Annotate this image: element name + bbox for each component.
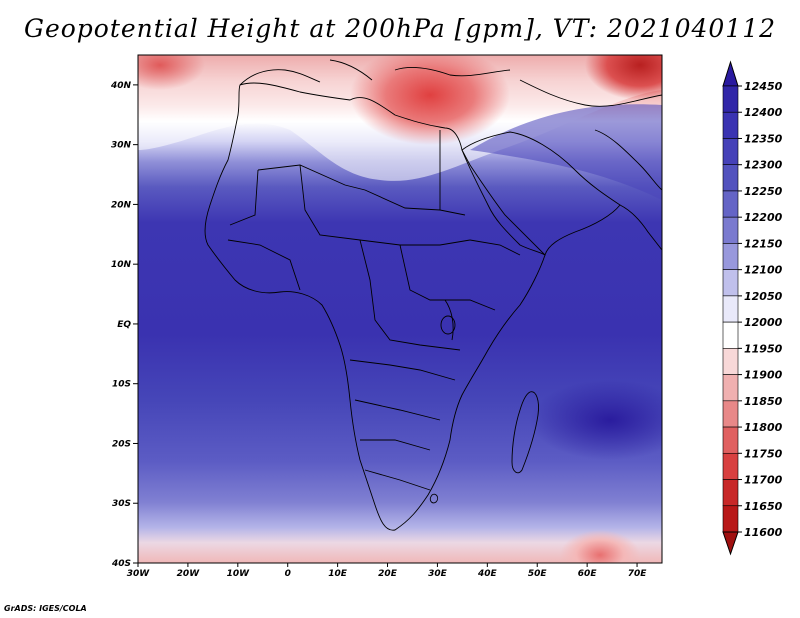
colorbar-label: 12100 bbox=[744, 264, 783, 277]
colorbar-label: 12450 bbox=[744, 80, 783, 93]
colorbar-label: 11600 bbox=[744, 526, 783, 539]
latitude-axis: 40N 30N 20N 10N EQ 10S 20S 30S 40S bbox=[110, 81, 138, 569]
colorbar-swatch bbox=[722, 138, 739, 166]
colorbar-label: 12150 bbox=[744, 237, 783, 250]
height-field bbox=[138, 55, 662, 563]
lat-tick-label: 40N bbox=[110, 81, 132, 91]
colorbar-label: 12200 bbox=[744, 211, 783, 224]
map-title: Geopotential Height at 200hPa [gpm], VT:… bbox=[23, 14, 777, 43]
lon-tick-label: 0 bbox=[285, 569, 291, 579]
colorbar-label: 12250 bbox=[744, 185, 783, 198]
colorbar-bottom-arrow bbox=[722, 531, 739, 556]
colorbar-label: 11750 bbox=[744, 447, 783, 460]
colorbar-label: 11650 bbox=[744, 500, 783, 513]
colorbar-swatch bbox=[722, 400, 739, 428]
colorbar-swatch bbox=[722, 85, 739, 113]
lat-tick-label: 40S bbox=[111, 559, 131, 569]
lon-tick-label: 20E bbox=[378, 569, 398, 579]
lon-tick-label: 30W bbox=[127, 569, 151, 579]
colorbar-swatch bbox=[722, 426, 739, 454]
colorbar-label: 11950 bbox=[744, 342, 783, 355]
colorbar-label: 12300 bbox=[744, 159, 783, 172]
colorbar-swatch bbox=[722, 348, 739, 375]
lon-tick-label: 50E bbox=[528, 569, 548, 579]
lat-tick-label: 10N bbox=[111, 260, 132, 270]
lon-tick-label: 30E bbox=[428, 569, 448, 579]
colorbar-label: 11700 bbox=[744, 474, 783, 487]
colorbar: 12450 12400 12350 12300 12250 12200 12150 12100… bbox=[722, 60, 783, 556]
colorbar-label: 11800 bbox=[744, 421, 783, 434]
lon-tick-label: 20W bbox=[177, 569, 201, 579]
colorbar-swatch bbox=[722, 190, 739, 218]
colorbar-swatch bbox=[722, 164, 739, 192]
colorbar-swatch bbox=[722, 452, 739, 480]
lat-tick-label: 20N bbox=[111, 200, 132, 210]
colorbar-swatch bbox=[722, 216, 739, 244]
colorbar-label: 11850 bbox=[744, 395, 783, 408]
colorbar-label: 11900 bbox=[744, 369, 783, 382]
colorbar-swatch bbox=[722, 243, 739, 270]
colorbar-swatch bbox=[722, 321, 739, 349]
longitude-axis: 30W 20W 10W 0 10E 20E 30E 40E 50E 60E 70E bbox=[127, 563, 647, 579]
lon-tick-label: 60E bbox=[578, 569, 598, 579]
lat-tick-label: 10S bbox=[112, 380, 131, 390]
lat-tick-label: 30S bbox=[112, 499, 131, 509]
plot-frame bbox=[137, 54, 663, 564]
colorbar-swatch bbox=[722, 295, 739, 323]
colorbar-swatch bbox=[722, 374, 739, 402]
grads-credit: GrADS: IGES/COLA bbox=[4, 604, 87, 613]
colorbar-swatch bbox=[722, 479, 739, 507]
colorbar-swatch bbox=[722, 505, 739, 533]
lon-tick-label: 70E bbox=[628, 569, 648, 579]
colorbar-top-arrow bbox=[722, 60, 739, 87]
colorbar-label: 12000 bbox=[744, 316, 783, 329]
lon-tick-label: 40E bbox=[477, 569, 498, 579]
lon-tick-label: 10W bbox=[227, 569, 251, 579]
colorbar-label: 12050 bbox=[744, 290, 783, 303]
colorbar-label: 12350 bbox=[744, 132, 783, 145]
lat-tick-label: EQ bbox=[117, 320, 131, 330]
colorbar-label: 12400 bbox=[744, 106, 783, 119]
lat-tick-label: 30N bbox=[111, 141, 132, 151]
coastlines bbox=[204, 59, 662, 531]
lon-tick-label: 10E bbox=[328, 569, 348, 579]
colorbar-swatch bbox=[722, 111, 739, 139]
lat-tick-label: 20S bbox=[112, 439, 131, 449]
colorbar-swatch bbox=[722, 269, 739, 297]
